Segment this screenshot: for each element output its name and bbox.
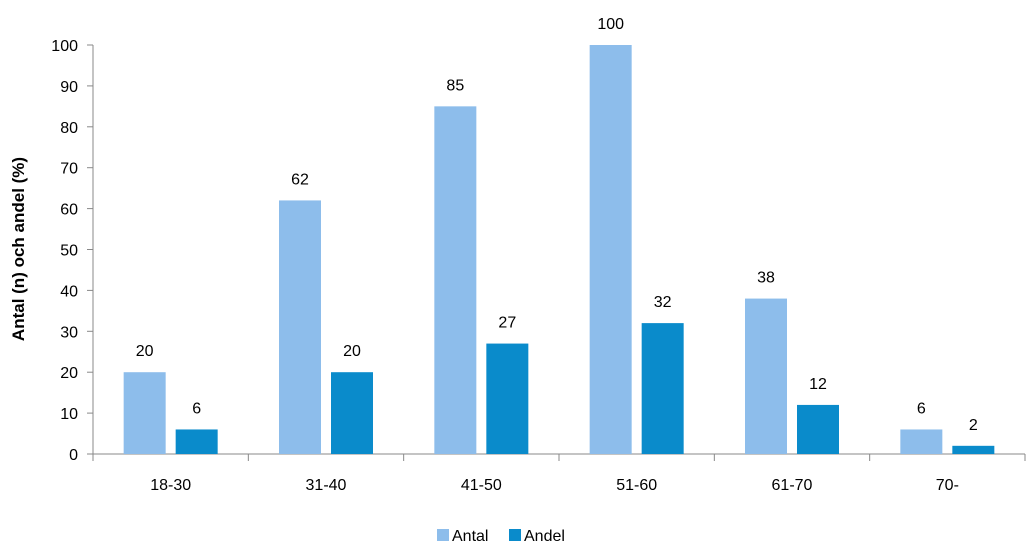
y-tick-label: 60 xyxy=(60,202,78,219)
data-label: 20 xyxy=(343,343,361,360)
y-tick-label: 10 xyxy=(60,406,78,423)
x-tick-label: 31-40 xyxy=(306,477,347,494)
legend-swatch xyxy=(437,529,449,541)
data-label: 62 xyxy=(291,171,309,188)
data-label: 27 xyxy=(498,315,516,332)
x-axis: 18-30 31-40 41-50 51-60 61-70 70- xyxy=(92,453,1026,494)
y-tick-label: 70 xyxy=(60,161,78,178)
data-label: 38 xyxy=(757,270,775,287)
legend-item-andel: Andel xyxy=(509,528,565,545)
y-tick-label: 30 xyxy=(60,324,78,341)
data-label: 6 xyxy=(192,400,201,417)
x-tick-label: 18-30 xyxy=(150,477,191,494)
y-tick-label: 100 xyxy=(51,38,78,55)
y-tick-label: 20 xyxy=(60,365,78,382)
bar-andel xyxy=(641,323,684,454)
y-tick-label: 40 xyxy=(60,283,78,300)
legend: Antal Andel xyxy=(437,528,565,545)
data-label: 6 xyxy=(917,400,926,417)
y-tick-label: 90 xyxy=(60,79,78,96)
bar-antal xyxy=(123,372,166,454)
bars xyxy=(123,45,995,454)
x-tick-label: 61-70 xyxy=(772,477,813,494)
bar-antal xyxy=(589,45,632,454)
data-label: 12 xyxy=(809,376,827,393)
bar-andel xyxy=(952,445,995,454)
bar-antal xyxy=(900,429,943,454)
y-axis: 0 10 20 30 40 50 60 70 80 90 100 xyxy=(51,38,94,464)
bar-antal xyxy=(434,106,477,454)
data-label: 100 xyxy=(597,16,624,33)
legend-label: Andel xyxy=(524,528,565,545)
data-label: 85 xyxy=(446,77,464,94)
data-label: 2 xyxy=(969,417,978,434)
x-tick-label: 41-50 xyxy=(461,477,502,494)
x-tick-label: 70- xyxy=(936,477,959,494)
legend-item-antal: Antal xyxy=(437,528,488,545)
bar-andel xyxy=(797,404,839,454)
bar-andel xyxy=(486,343,529,454)
bar-andel xyxy=(331,372,373,454)
y-axis-title: Antal (n) och andel (%) xyxy=(9,157,28,341)
bar-antal xyxy=(279,200,321,454)
legend-label: Antal xyxy=(452,528,488,545)
x-tick-label: 51-60 xyxy=(616,477,657,494)
y-tick-label: 50 xyxy=(60,243,78,260)
y-tick-label: 0 xyxy=(69,447,78,464)
data-label: 32 xyxy=(654,294,672,311)
legend-swatch xyxy=(509,529,521,541)
data-label: 20 xyxy=(136,343,154,360)
bar-andel xyxy=(175,429,218,454)
y-tick-label: 80 xyxy=(60,120,78,137)
bar-antal xyxy=(745,298,787,454)
